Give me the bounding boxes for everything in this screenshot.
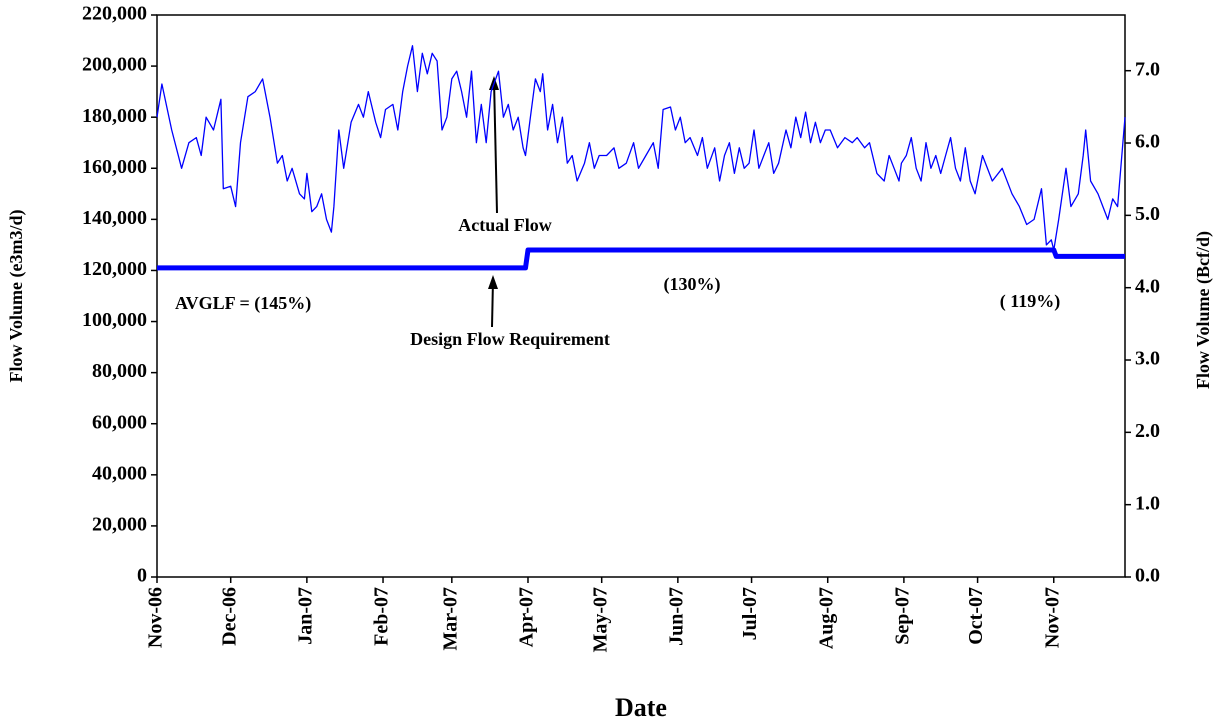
- y2-tick-label: 1.0: [1135, 492, 1160, 514]
- x-tick-label: May-07: [589, 587, 611, 653]
- plot-frame: [156, 14, 1126, 578]
- y2-tick-label: 2.0: [1135, 420, 1160, 442]
- y2-tick-label: 6.0: [1135, 131, 1160, 153]
- annotation: Design Flow Requirement: [410, 329, 610, 349]
- y-tick-label: 180,000: [82, 105, 147, 127]
- annotation: AVGLF = (145%): [175, 293, 311, 314]
- y-tick-label: 220,000: [82, 3, 147, 25]
- arrow: [493, 79, 498, 214]
- annotation: Actual Flow: [458, 215, 552, 235]
- y-tick-label: 140,000: [82, 207, 147, 229]
- x-tick-label: Oct-07: [965, 587, 987, 645]
- x-axis-label: Date: [615, 693, 667, 722]
- x-tick-label: Jan-07: [294, 587, 316, 645]
- y2-axis-label: Flow Volume (Bcf/d): [1193, 231, 1214, 389]
- y2-tick-label: 3.0: [1135, 348, 1160, 370]
- y-tick-label: 20,000: [92, 514, 147, 536]
- y2-tick-label: 7.0: [1135, 58, 1160, 80]
- annotation: ( 119%): [1000, 291, 1061, 312]
- y-tick-label: 200,000: [82, 54, 147, 76]
- x-tick-label: Dec-06: [218, 587, 240, 646]
- arrowhead: [488, 275, 498, 289]
- y2-tick-label: 0.0: [1135, 565, 1160, 587]
- x-tick-label: Sep-07: [891, 587, 913, 645]
- x-tick-label: Jul-07: [739, 587, 761, 640]
- x-tick-label: Mar-07: [439, 587, 461, 651]
- x-tick-label: Jun-07: [665, 587, 687, 646]
- y-tick-label: 100,000: [82, 309, 147, 331]
- y-tick-label: 40,000: [92, 462, 147, 484]
- line: [157, 247, 1125, 271]
- y-tick-label: 160,000: [82, 156, 147, 178]
- line: [156, 45, 1126, 251]
- y-tick-label: 0: [137, 565, 147, 587]
- y-tick-label: 80,000: [92, 360, 147, 382]
- x-tick-label: Aug-07: [815, 587, 837, 649]
- x-tick-label: Feb-07: [371, 587, 393, 646]
- x-tick-label: Nov-06: [145, 587, 167, 648]
- y2-tick-label: 4.0: [1135, 275, 1160, 297]
- annotation: (130%): [664, 274, 721, 295]
- x-tick-label: Nov-07: [1041, 587, 1063, 648]
- y-axis-label: Flow Volume (e3m3/d): [6, 209, 27, 382]
- y-tick-label: 60,000: [92, 411, 147, 433]
- y-tick-label: 120,000: [82, 258, 147, 280]
- x-tick-label: Apr-07: [516, 587, 538, 647]
- y2-tick-label: 5.0: [1135, 203, 1160, 225]
